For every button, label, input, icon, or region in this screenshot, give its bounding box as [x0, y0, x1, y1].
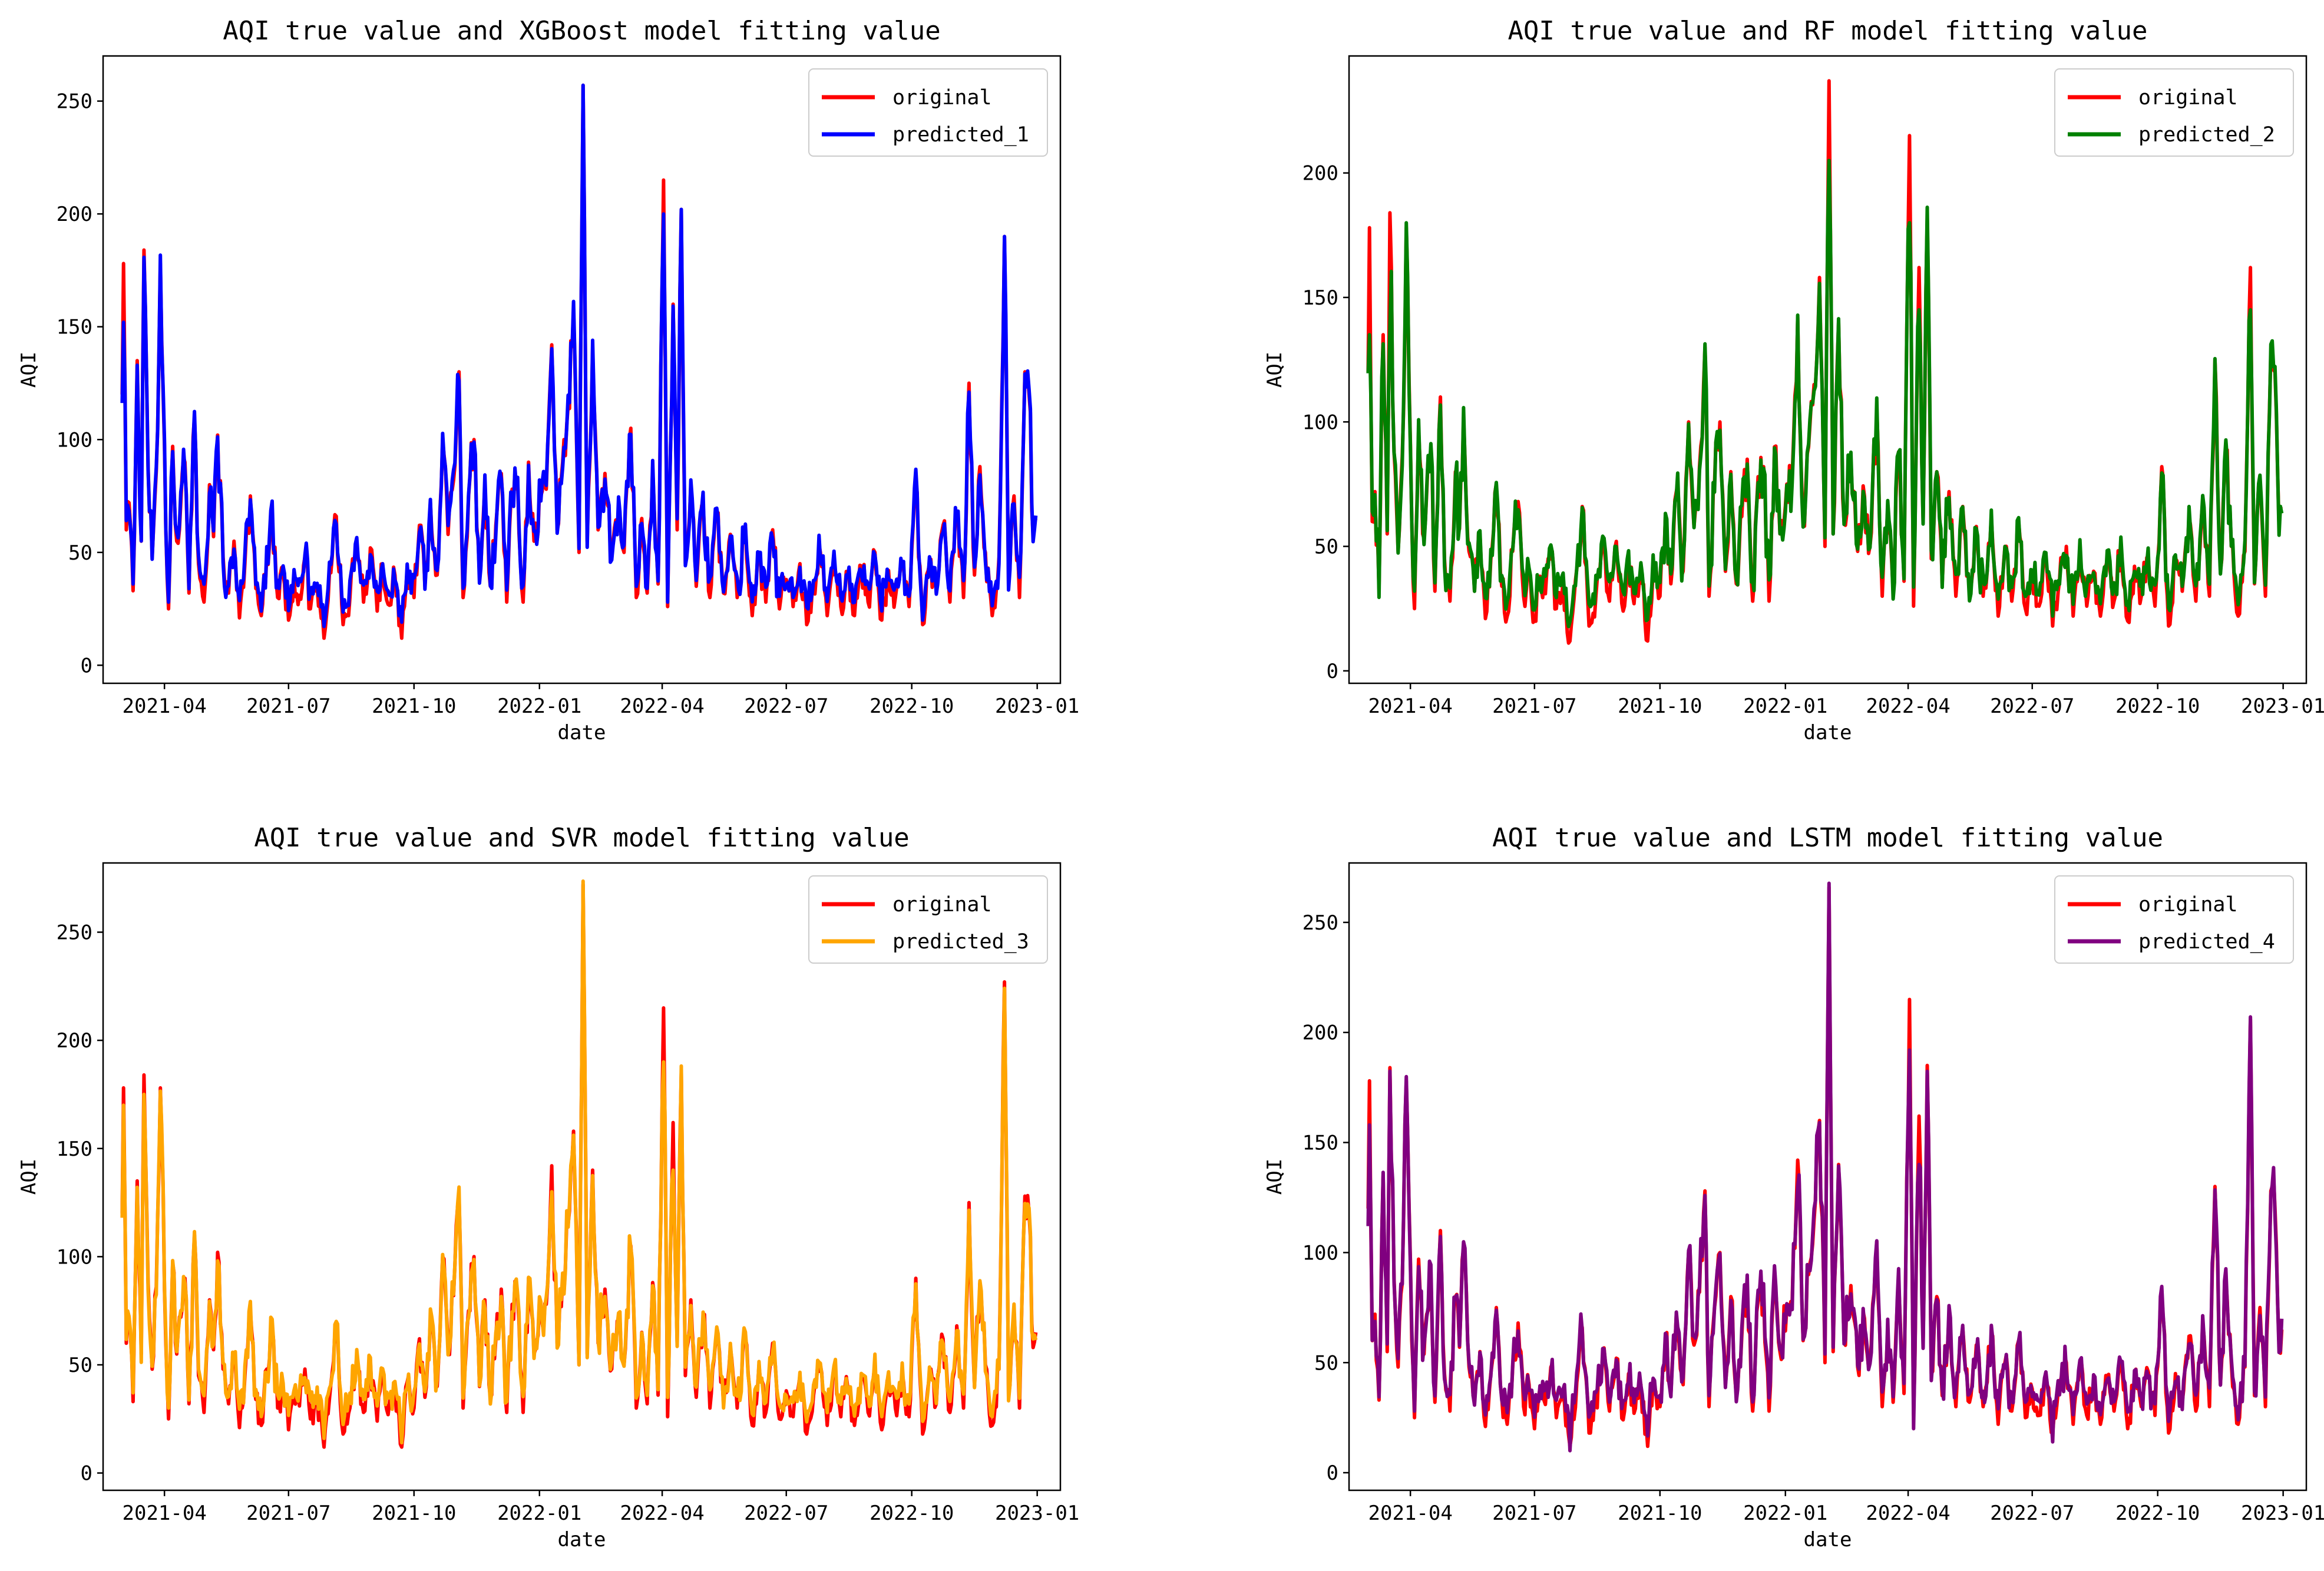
- legend-label-predicted_3: predicted_3: [892, 930, 1029, 954]
- chart-title: AQI true value and RF model fitting valu…: [1508, 16, 2147, 46]
- chart-panel-2: AQI true value and RF model fitting valu…: [1263, 16, 2324, 745]
- y-tick-label: 100: [1303, 411, 1338, 434]
- legend-label-predicted_4: predicted_4: [2138, 930, 2275, 954]
- x-tick-label: 2023-01: [2241, 694, 2324, 718]
- y-tick-label: 100: [1303, 1241, 1338, 1265]
- x-tick-label: 2022-01: [1743, 694, 1827, 718]
- plot-frame: [1348, 862, 2308, 1491]
- y-tick-label: 0: [1327, 1461, 1338, 1485]
- y-axis-label: AQI: [17, 1159, 41, 1195]
- x-tick-label: 2022-01: [497, 694, 581, 718]
- x-tick-label: 2022-07: [744, 1501, 828, 1525]
- chart-panel-1: AQI true value and XGBoost model fitting…: [17, 16, 1079, 745]
- x-tick-label: 2022-01: [1743, 1501, 1827, 1525]
- y-tick-label: 50: [68, 541, 92, 565]
- legend-label-predicted_1: predicted_1: [892, 123, 1029, 147]
- series-line-predicted_1: [120, 83, 1038, 629]
- x-tick-label: 2021-04: [1368, 694, 1453, 718]
- y-tick-label: 250: [57, 90, 92, 114]
- x-tick-label: 2022-01: [497, 1501, 581, 1525]
- y-tick-label: 0: [81, 654, 92, 677]
- y-tick-label: 50: [68, 1354, 92, 1377]
- y-tick-label: 150: [57, 316, 92, 339]
- x-tick-label: 2022-04: [620, 694, 704, 718]
- x-tick-label: 2022-10: [2115, 1501, 2200, 1525]
- x-tick-label: 2021-07: [246, 694, 330, 718]
- x-tick-label: 2022-07: [744, 694, 828, 718]
- x-tick-label: 2021-10: [1618, 1501, 1702, 1525]
- x-axis-label: date: [1804, 1528, 1852, 1552]
- x-tick-label: 2021-10: [372, 694, 456, 718]
- series-line-predicted_2: [1366, 158, 2284, 629]
- chart-title: AQI true value and XGBoost model fitting…: [223, 16, 941, 46]
- y-tick-label: 200: [1303, 1021, 1338, 1045]
- plot-frame: [1348, 55, 2308, 684]
- y-axis-label: AQI: [1263, 1159, 1287, 1195]
- x-tick-label: 2021-07: [1492, 1501, 1576, 1525]
- chart-title: AQI true value and LSTM model fitting va…: [1492, 823, 2163, 853]
- chart-panel-4: AQI true value and LSTM model fitting va…: [1263, 823, 2324, 1552]
- x-tick-label: 2021-04: [123, 694, 207, 718]
- x-tick-label: 2022-04: [1866, 694, 1950, 718]
- y-axis-label: AQI: [17, 352, 41, 388]
- x-tick-label: 2022-07: [1990, 694, 2074, 718]
- y-tick-label: 100: [57, 1245, 92, 1269]
- y-tick-label: 150: [1303, 1132, 1338, 1155]
- legend-label-original: original: [892, 86, 992, 110]
- legend-label-original: original: [2138, 893, 2238, 917]
- x-tick-label: 2022-07: [1990, 1501, 2074, 1525]
- x-tick-label: 2021-10: [372, 1501, 456, 1525]
- y-axis-label: AQI: [1263, 352, 1287, 388]
- y-tick-label: 200: [57, 1029, 92, 1053]
- y-tick-label: 50: [1314, 535, 1338, 559]
- x-axis-label: date: [1804, 721, 1852, 745]
- x-tick-label: 2021-04: [123, 1501, 207, 1525]
- x-tick-label: 2023-01: [995, 694, 1079, 718]
- y-tick-label: 250: [57, 921, 92, 945]
- y-tick-label: 50: [1314, 1351, 1338, 1375]
- chart-title: AQI true value and SVR model fitting val…: [254, 823, 910, 853]
- y-tick-label: 0: [81, 1462, 92, 1486]
- plot-frame: [102, 862, 1062, 1491]
- x-tick-label: 2022-10: [870, 694, 954, 718]
- series-line-predicted_4: [1366, 881, 2284, 1453]
- y-tick-label: 100: [57, 428, 92, 452]
- legend-label-predicted_2: predicted_2: [2138, 123, 2275, 147]
- legend-label-original: original: [892, 893, 992, 917]
- x-tick-label: 2022-10: [870, 1501, 954, 1525]
- x-tick-label: 2022-04: [1866, 1501, 1950, 1525]
- x-tick-label: 2021-07: [246, 1501, 330, 1525]
- legend-label-original: original: [2138, 86, 2238, 110]
- x-tick-label: 2022-04: [620, 1501, 704, 1525]
- y-tick-label: 250: [1303, 911, 1338, 935]
- y-tick-label: 0: [1327, 660, 1338, 683]
- x-tick-label: 2023-01: [2241, 1501, 2324, 1525]
- x-tick-label: 2021-04: [1368, 1501, 1453, 1525]
- x-axis-label: date: [558, 1528, 606, 1552]
- y-tick-label: 150: [1303, 286, 1338, 310]
- series-line-predicted_3: [120, 879, 1038, 1445]
- x-tick-label: 2023-01: [995, 1501, 1079, 1525]
- y-tick-label: 150: [57, 1137, 92, 1161]
- chart-panel-3: AQI true value and SVR model fitting val…: [17, 823, 1079, 1552]
- x-tick-label: 2021-07: [1492, 694, 1576, 718]
- y-tick-label: 200: [57, 203, 92, 226]
- x-tick-label: 2022-10: [2115, 694, 2200, 718]
- plot-frame: [102, 55, 1062, 684]
- y-tick-label: 200: [1303, 162, 1338, 186]
- x-axis-label: date: [558, 721, 606, 745]
- x-tick-label: 2021-10: [1618, 694, 1702, 718]
